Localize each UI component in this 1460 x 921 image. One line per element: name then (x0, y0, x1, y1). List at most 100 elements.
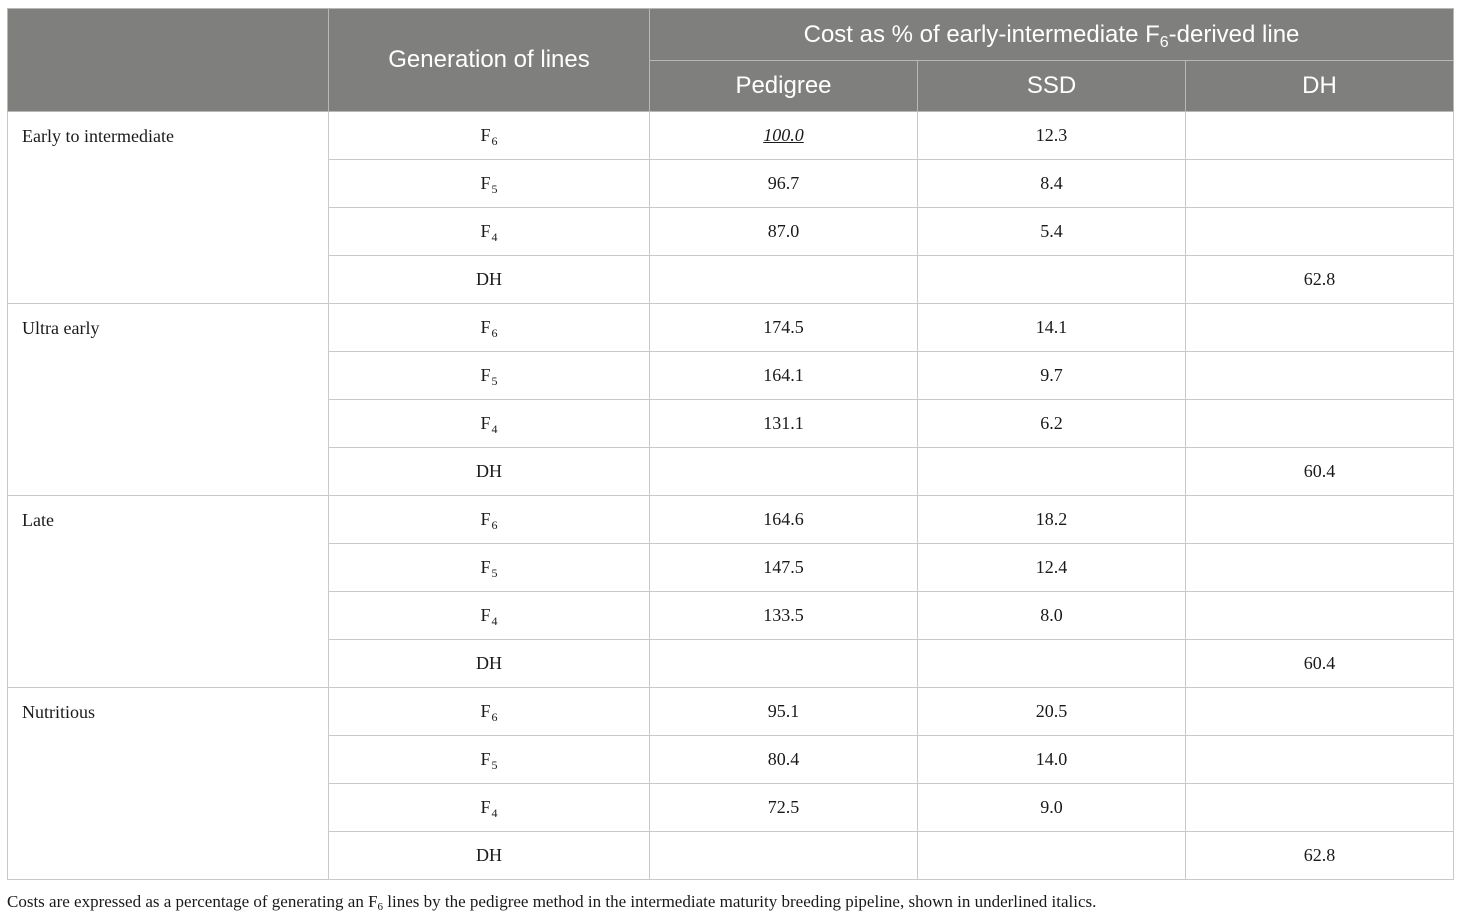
pedigree-value: 174.5 (763, 317, 804, 337)
pedigree-cell (649, 639, 918, 688)
generation-cell: F5 (328, 351, 650, 400)
generation-cell: DH (328, 831, 650, 880)
ssd-value: 12.3 (1035, 125, 1068, 145)
ssd-cell: 14.0 (917, 735, 1186, 784)
generation-subscript: 5 (491, 374, 498, 388)
dh-value: 62.8 (1303, 269, 1336, 289)
pedigree-cell: 174.5 (649, 303, 918, 352)
generation-subscript: 6 (491, 710, 498, 724)
generation-cell: F4 (328, 207, 650, 256)
dh-cell: 62.8 (1185, 255, 1454, 304)
ssd-value: 9.7 (1040, 365, 1063, 385)
generation-text: DH (476, 269, 502, 289)
generation-subscript: 4 (491, 422, 498, 436)
pedigree-value: 164.1 (763, 365, 804, 385)
ssd-cell: 9.7 (917, 351, 1186, 400)
pedigree-cell: 133.5 (649, 591, 918, 640)
table-row: Late F6 164.6 18.2 (7, 495, 1454, 688)
pedigree-value: 96.7 (767, 173, 800, 193)
generation-cell: DH (328, 639, 650, 688)
generation-text: F (480, 557, 491, 577)
table-row: F4 131.1 6.2 (8, 399, 1454, 448)
dh-cell (1185, 591, 1454, 640)
dh-cell: 60.4 (1185, 447, 1454, 496)
dh-cell (1185, 111, 1454, 160)
table-row: DH 62.8 (8, 255, 1454, 304)
dh-cell (1185, 207, 1454, 256)
pedigree-cell (649, 831, 918, 880)
pedigree-value: 147.5 (763, 557, 804, 577)
generation-cell: F6 (328, 111, 650, 160)
pedigree-value: 164.6 (763, 509, 804, 529)
pedigree-cell: 164.6 (649, 495, 918, 544)
pedigree-value: 100.0 (763, 125, 804, 145)
table-row: DH 60.4 (8, 639, 1454, 688)
pedigree-cell: 147.5 (649, 543, 918, 592)
header-pedigree: Pedigree (649, 60, 918, 112)
table-body: Early to intermediate F6 100.0 12.3 F5 96.7 8.… (7, 111, 1454, 880)
generation-subscript: 4 (491, 614, 498, 628)
generation-cell: F5 (328, 159, 650, 208)
ssd-cell (917, 639, 1186, 688)
generation-text: F (480, 221, 491, 241)
generation-cell: DH (328, 447, 650, 496)
pedigree-cell: 100.0 (649, 111, 918, 160)
footnote-subscript: 6 (377, 901, 384, 913)
table-row: F5 164.1 9.7 (8, 351, 1454, 400)
ssd-value: 12.4 (1035, 557, 1068, 577)
table-row: F4 72.5 9.0 (8, 783, 1454, 832)
table-row: DH 62.8 (8, 831, 1454, 880)
generation-text: F (480, 701, 491, 721)
table-row: Nutritious F6 95.1 20.5 (7, 687, 1454, 880)
group-label: Nutritious (7, 687, 329, 880)
dh-cell (1185, 351, 1454, 400)
table-row: F5 80.4 14.0 (8, 735, 1454, 784)
generation-cell: F4 (328, 783, 650, 832)
generation-subscript: 4 (491, 230, 498, 244)
group-label: Late (7, 495, 329, 688)
table-row: Early to intermediate F6 100.0 12.3 (7, 111, 1454, 304)
group-label: Early to intermediate (7, 111, 329, 304)
dh-cell (1185, 159, 1454, 208)
ssd-value: 18.2 (1035, 509, 1068, 529)
header-ssd: SSD (917, 60, 1186, 112)
generation-subscript: 4 (491, 806, 498, 820)
generation-cell: F6 (328, 495, 650, 544)
header-cost: Cost as % of early-intermediate F6-deriv… (649, 8, 1454, 61)
table-row: F5 96.7 8.4 (8, 159, 1454, 208)
generation-cell: F6 (328, 303, 650, 352)
ssd-cell: 8.0 (917, 591, 1186, 640)
table-row: Ultra early F6 174.5 14.1 (7, 303, 1454, 496)
table-footnote: Costs are expressed as a percentage of g… (7, 892, 1097, 913)
header-cost-prefix: Cost as % of early-intermediate F (803, 20, 1160, 48)
ssd-cell: 8.4 (917, 159, 1186, 208)
dh-cell (1185, 303, 1454, 352)
footnote-after: lines by the pedigree method in the inte… (383, 892, 1097, 911)
dh-value: 60.4 (1303, 461, 1336, 481)
generation-cell: DH (328, 255, 650, 304)
ssd-value: 5.4 (1040, 221, 1063, 241)
generation-subscript: 6 (491, 326, 498, 340)
pedigree-cell: 96.7 (649, 159, 918, 208)
pedigree-cell: 72.5 (649, 783, 918, 832)
pedigree-cell: 80.4 (649, 735, 918, 784)
generation-cell: F5 (328, 543, 650, 592)
generation-text: F (480, 797, 491, 817)
header-generation: Generation of lines (328, 8, 650, 112)
generation-text: DH (476, 653, 502, 673)
ssd-cell: 12.3 (917, 111, 1186, 160)
ssd-value: 6.2 (1040, 413, 1063, 433)
pedigree-cell: 131.1 (649, 399, 918, 448)
table-header: Generation of lines Cost as % of early-i… (7, 8, 1454, 112)
dh-cell (1185, 543, 1454, 592)
pedigree-cell: 164.1 (649, 351, 918, 400)
generation-cell: F4 (328, 591, 650, 640)
table-row: F4 87.0 5.4 (8, 207, 1454, 256)
ssd-value: 9.0 (1040, 797, 1063, 817)
header-blank-cell (7, 8, 329, 112)
generation-subscript: 5 (491, 182, 498, 196)
generation-text: F (480, 749, 491, 769)
ssd-cell: 14.1 (917, 303, 1186, 352)
dh-cell: 62.8 (1185, 831, 1454, 880)
ssd-cell: 6.2 (917, 399, 1186, 448)
